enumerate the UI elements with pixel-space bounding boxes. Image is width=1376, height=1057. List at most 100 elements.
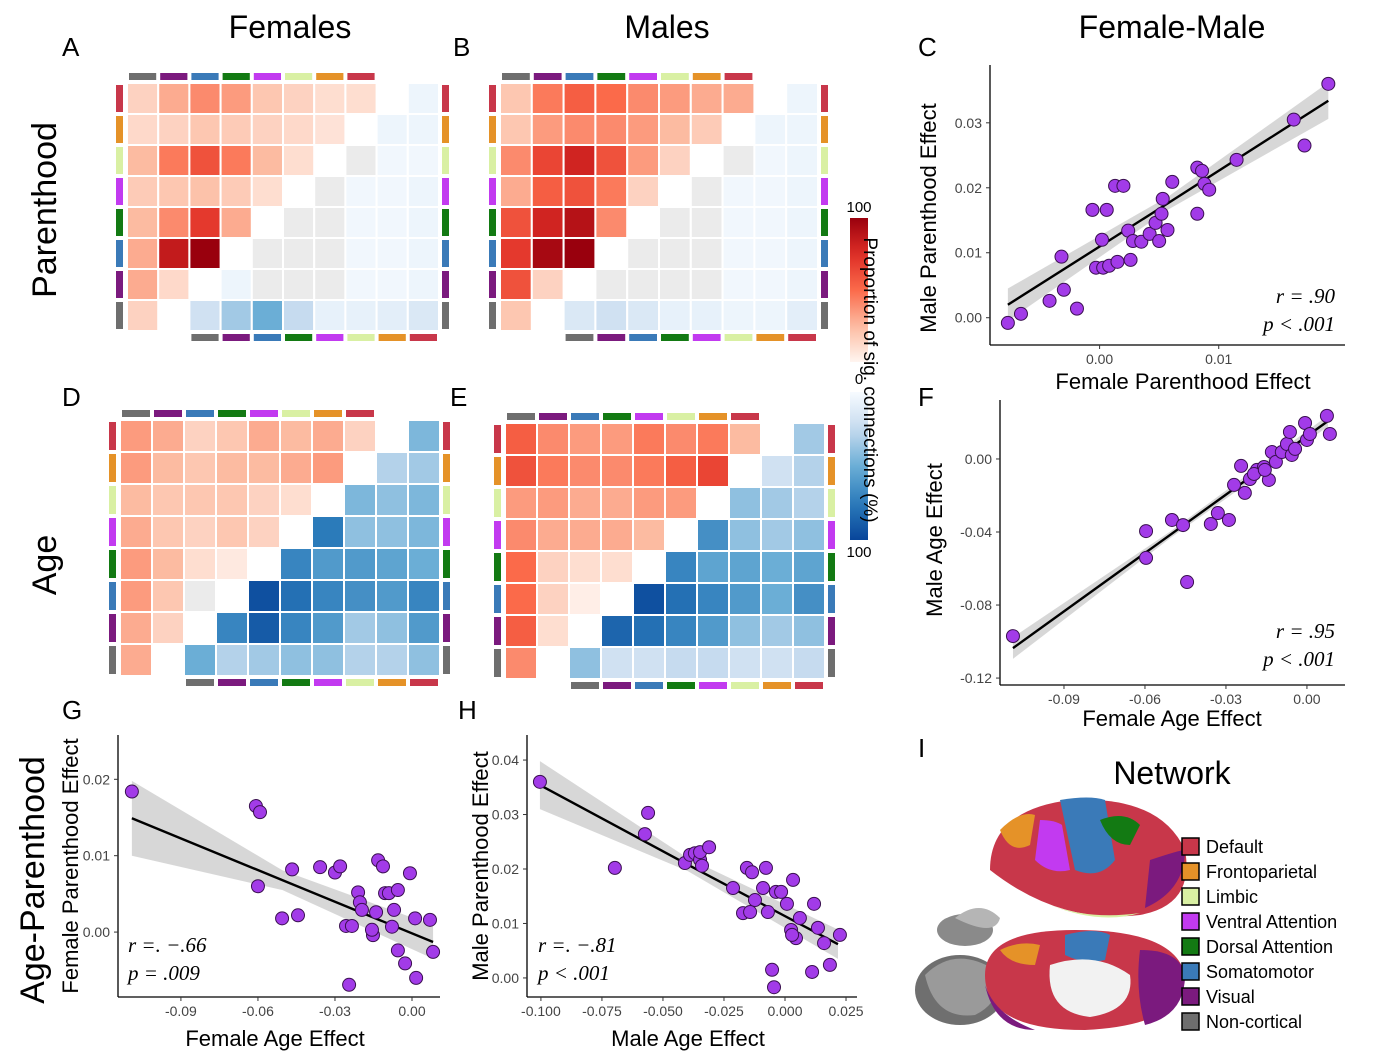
data-point [793,912,806,925]
heatmap-cell [564,207,596,238]
data-point [1322,77,1335,90]
network-bar [821,178,828,205]
heatmap-cell [280,548,312,580]
data-point [314,861,327,874]
heatmap-cell [221,176,252,207]
heatmap-cell [500,207,532,238]
heatmap-cell [283,145,314,176]
heatmap-cell [221,300,252,331]
network-bar [116,116,123,143]
data-point [292,909,305,922]
heatmap-cell [761,487,793,519]
heatmap-cell [184,452,216,484]
heatmap-cell [691,83,723,114]
network-bar [443,550,450,578]
heatmap-cell [252,83,283,114]
y-tick-label: 0.00 [83,924,110,940]
heatmap-cell [659,269,691,300]
data-point [1111,255,1124,268]
heatmap-cell [252,114,283,145]
data-point [696,859,709,872]
data-point [427,945,440,958]
network-bar [507,413,535,420]
heatmap-cell [564,83,596,114]
heatmap-cell [345,207,376,238]
network-bar [129,73,156,80]
network-bar [821,240,828,267]
heatmap-cell [345,83,376,114]
heatmap-cell [691,238,723,269]
heatmap-cell [691,269,723,300]
heatmap-cell [761,647,793,679]
heatmap-cell [659,238,691,269]
data-point [365,923,378,936]
heatmap-cell [189,238,220,269]
heatmap-cell [377,238,408,269]
heatmap-cell [761,583,793,615]
heatmap-cell [127,238,158,269]
network-bar [250,679,278,686]
network-bar [489,178,496,205]
heatmap-cell [280,644,312,676]
heatmap-cell [532,83,564,114]
heatmap-cell [345,145,376,176]
network-bar [154,410,182,417]
heatmap-cell [697,455,729,487]
network-bar [116,178,123,205]
network-bar [629,73,657,80]
network-bar [442,271,449,298]
heatmap-cell [344,516,376,548]
heatmap-cell [569,583,601,615]
heatmap-cell [120,644,152,676]
heatmap-cell [505,455,537,487]
network-bar [443,582,450,610]
heatmap-cell [221,269,252,300]
data-point [1228,478,1241,491]
network-bar [109,582,116,610]
heatmap-cell [729,583,761,615]
data-point [1153,235,1166,248]
heatmap-cell [697,551,729,583]
network-bar [442,85,449,112]
heatmap-cell [283,207,314,238]
heatmap-cell [184,548,216,580]
data-point [775,885,788,898]
heatmap-cell [158,207,189,238]
network-bar [667,682,695,689]
network-bar [285,73,312,80]
stat-annotation: p < .001 [1261,312,1335,336]
stat-annotation: r = .90 [1276,284,1336,308]
heatmap-cell [158,145,189,176]
heatmap-cell [786,145,818,176]
heatmap-cell [221,145,252,176]
heatmap-cell [729,647,761,679]
network-bar [443,518,450,546]
heatmap-cell [532,114,564,145]
heatmap-cell [564,114,596,145]
heatmap-cell [216,484,248,516]
heatmap-cell [312,548,344,580]
heatmap-cell [569,647,601,679]
network-bar [122,410,150,417]
x-tick-label: -0.100 [521,1003,561,1019]
heatmap-cell [601,423,633,455]
network-bar [828,489,835,517]
data-point [1258,463,1271,476]
network-bar [731,682,759,689]
heatmap-cell [408,612,440,644]
heatmap-cell [601,455,633,487]
heatmap-cell [377,145,408,176]
heatmap-cell [564,176,596,207]
network-bar [693,73,721,80]
network-bar [828,649,835,677]
heatmap-cell [189,145,220,176]
heatmap-cell [659,300,691,331]
x-tick-label: 0.01 [1205,351,1232,367]
panel-label: B [453,32,470,62]
heatmap-cell [505,647,537,679]
heatmap-cell [537,583,569,615]
network-bar [756,334,784,341]
heatmap-cell [569,423,601,455]
network-bar [828,457,835,485]
heatmap-cell [754,145,786,176]
